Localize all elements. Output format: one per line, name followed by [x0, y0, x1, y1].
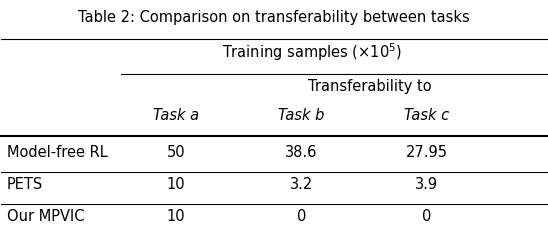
- Text: 0: 0: [422, 208, 431, 223]
- Text: Task a: Task a: [153, 108, 199, 123]
- Text: 0: 0: [296, 208, 306, 223]
- Text: Task b: Task b: [278, 108, 324, 123]
- Text: Table 2: Comparison on transferability between tasks: Table 2: Comparison on transferability b…: [78, 10, 470, 25]
- Text: 10: 10: [167, 208, 185, 223]
- Text: Task c: Task c: [404, 108, 449, 123]
- Text: Transferability to: Transferability to: [307, 78, 431, 93]
- Text: 10: 10: [167, 176, 185, 191]
- Text: 3.9: 3.9: [415, 176, 438, 191]
- Text: Model-free RL: Model-free RL: [7, 145, 107, 159]
- Text: 38.6: 38.6: [285, 145, 317, 159]
- Text: 27.95: 27.95: [406, 145, 448, 159]
- Text: Training samples ($\times10^5$): Training samples ($\times10^5$): [222, 41, 402, 62]
- Text: PETS: PETS: [7, 176, 43, 191]
- Text: Our MPVIC: Our MPVIC: [7, 208, 84, 223]
- Text: 50: 50: [167, 145, 185, 159]
- Text: 3.2: 3.2: [290, 176, 313, 191]
